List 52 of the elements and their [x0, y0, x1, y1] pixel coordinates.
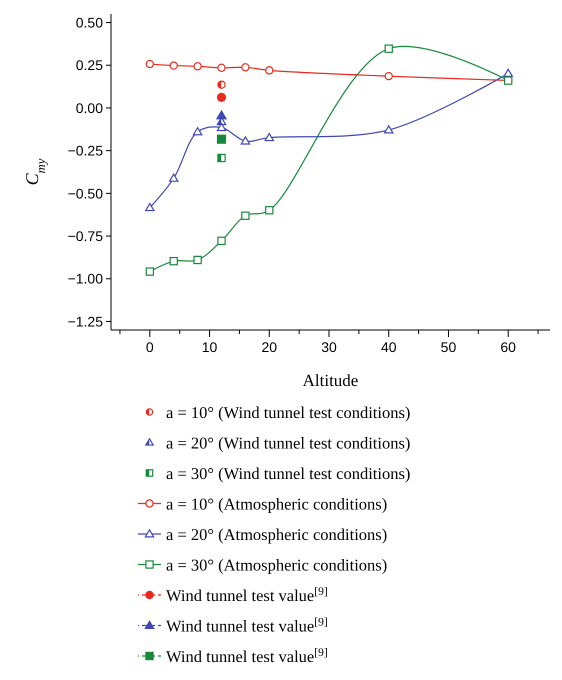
y-tick-label: 0.50 — [76, 14, 104, 30]
x-tick-label: 30 — [321, 339, 338, 355]
point — [503, 68, 513, 77]
legend-label: Wind tunnel test value$^{[9]}$ — [166, 646, 328, 666]
legend-label: a = 30° (Wind tunnel test conditions) — [166, 464, 410, 483]
point — [192, 127, 202, 136]
point — [241, 63, 250, 72]
x-tick-label: 20 — [261, 339, 278, 355]
y-tick-label: 0.25 — [76, 57, 104, 74]
point — [265, 206, 274, 214]
point — [146, 267, 154, 276]
x-tick-label: 60 — [500, 339, 516, 355]
point — [216, 92, 226, 102]
point — [265, 66, 274, 75]
point — [240, 136, 250, 145]
point — [145, 202, 155, 212]
point — [216, 122, 226, 132]
y-tick-label: −0.25 — [68, 142, 104, 159]
legend-label: a = 20° (Wind tunnel test conditions) — [166, 433, 410, 452]
y-tick-label: 0.00 — [76, 100, 104, 116]
point — [193, 62, 202, 70]
legend-label: Wind tunnel test value$^{[9]}$ — [166, 586, 328, 605]
point — [168, 174, 178, 182]
legend-label: a = 10° (Wind tunnel test conditions) — [166, 402, 410, 422]
point — [217, 236, 226, 246]
y-tick-label: −1.00 — [68, 270, 104, 287]
point — [264, 132, 274, 142]
legend-label: a = 10° (Atmospheric conditions) — [166, 494, 388, 514]
legend-label: a = 20° (Atmospheric conditions) — [166, 524, 388, 544]
point — [216, 110, 227, 120]
point — [217, 64, 226, 72]
point — [170, 256, 178, 266]
y-tick-label: −1.25 — [68, 313, 104, 330]
y-tick-label: −0.75 — [68, 228, 104, 244]
x-axis-title: Altitude — [302, 371, 358, 390]
point — [216, 134, 226, 144]
x-tick-label: 50 — [440, 339, 456, 355]
x-tick-label: 40 — [380, 339, 397, 355]
point — [384, 72, 393, 80]
legend-label: Wind tunnel test value$^{[9]}$ — [166, 616, 328, 636]
point — [193, 256, 202, 264]
x-tick-label: 0 — [146, 339, 154, 355]
point — [241, 212, 250, 220]
legend-label: a = 30° (Atmospheric conditions) — [166, 555, 388, 574]
y-tick-label: −0.50 — [68, 185, 104, 202]
point — [170, 61, 178, 70]
point — [384, 125, 394, 134]
point — [384, 44, 393, 53]
point — [146, 60, 154, 68]
point — [217, 154, 226, 162]
point — [217, 80, 226, 89]
x-tick-label: 10 — [202, 339, 218, 355]
